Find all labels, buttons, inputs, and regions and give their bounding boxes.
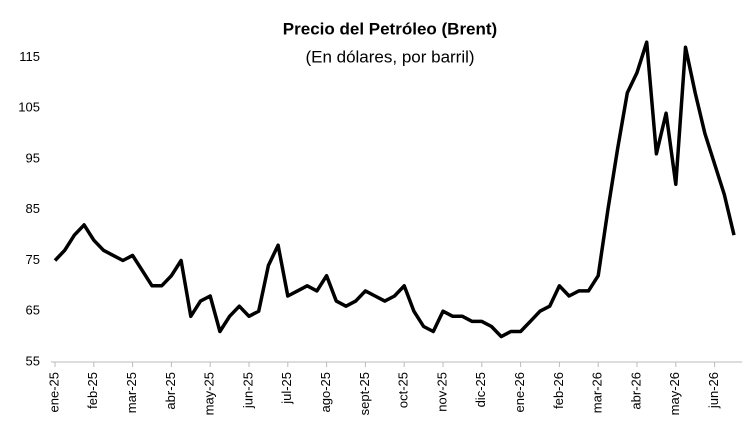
- x-tick-label: mar-25: [124, 372, 139, 413]
- x-tick-label: jun-25: [240, 372, 255, 409]
- y-tick-label: 55: [26, 353, 40, 368]
- y-tick-label: 95: [26, 150, 40, 165]
- x-tick-label: ago-25: [318, 372, 333, 412]
- x-tick-label: nov-25: [434, 372, 449, 412]
- x-tick-label: jun-26: [706, 372, 721, 409]
- y-tick-label: 85: [26, 201, 40, 216]
- x-tick-label: dic-25: [473, 372, 488, 407]
- y-tick-label: 105: [18, 100, 40, 115]
- x-tick-label: feb-26: [551, 372, 566, 409]
- y-tick-label: 115: [19, 49, 40, 64]
- x-tick-label: feb-25: [85, 372, 100, 409]
- chart-title: Precio del Petróleo (Brent): [283, 19, 497, 38]
- x-tick-label: may-25: [202, 372, 217, 415]
- y-tick-label: 65: [26, 303, 40, 318]
- chart-subtitle: (En dólares, por barril): [305, 47, 474, 66]
- x-tick-label: may-26: [667, 372, 682, 415]
- x-tick-label: oct-25: [396, 372, 411, 408]
- x-tick-label: sept-25: [357, 372, 372, 415]
- x-tick-label: mar-26: [590, 372, 605, 413]
- x-tick-label: abr-25: [163, 372, 178, 410]
- x-tick-label: abr-26: [628, 372, 643, 410]
- y-tick-label: 75: [26, 252, 40, 267]
- x-tick-label: ene-25: [46, 372, 61, 412]
- x-tick-label: jul-25: [279, 372, 294, 405]
- price-line: [53, 40, 736, 339]
- x-tick-label: ene-26: [512, 372, 527, 412]
